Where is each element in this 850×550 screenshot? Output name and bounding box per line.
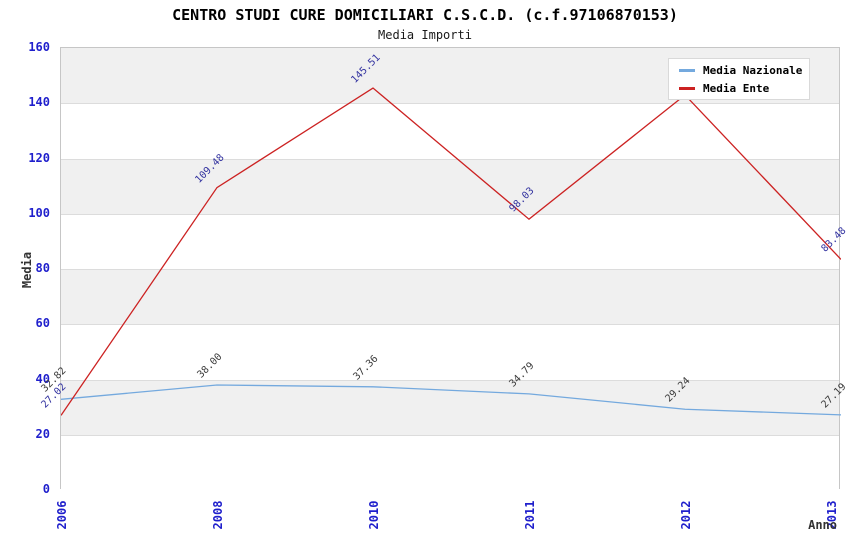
chart-subtitle: Media Importi	[378, 28, 472, 42]
plot-band	[61, 324, 839, 380]
y-axis-tick-label: 100	[28, 205, 50, 220]
plot-band	[61, 379, 839, 435]
gridline	[61, 380, 839, 381]
x-axis-tick-label: 2010	[367, 500, 381, 530]
y-axis-tick-label: 140	[28, 95, 50, 110]
plot-area	[60, 47, 841, 490]
legend-item-media-ente: Media Ente	[679, 82, 809, 95]
gridline	[61, 435, 839, 436]
y-axis-tick-label: 40	[35, 371, 50, 386]
media-ente-line-swatch-icon	[679, 86, 695, 90]
series-lines	[61, 87, 841, 416]
plot-band	[61, 269, 839, 325]
y-axis-tick-label: 0	[42, 482, 50, 496]
gridline	[61, 269, 839, 270]
legend-label: Media Ente	[703, 81, 770, 95]
media-nazionale-line-swatch-icon	[679, 68, 695, 72]
x-axis-tick-label: 2011	[523, 500, 537, 530]
x-axis-title: Anno	[808, 518, 837, 532]
line-media-ente	[61, 87, 841, 416]
plot-band	[61, 213, 839, 269]
gridline	[61, 103, 839, 104]
legend: Media Nazionale Media Ente	[668, 58, 810, 100]
line-media-nazionale	[61, 384, 841, 416]
x-axis-tick-label: 2012	[679, 500, 693, 530]
plot-band	[61, 158, 839, 214]
y-axis-tick-label: 160	[28, 40, 50, 54]
plot-band	[61, 103, 839, 159]
legend-item-media-nazionale: Media Nazionale	[679, 64, 809, 77]
x-axis-tick-label: 2006	[55, 500, 69, 530]
gridline	[61, 214, 839, 215]
y-axis-tick-label: 120	[28, 150, 50, 165]
x-axis-tick-label: 2008	[211, 500, 225, 530]
plot-band	[61, 434, 839, 490]
chart-title: CENTRO STUDI CURE DOMICILIARI C.S.C.D. (…	[172, 6, 678, 24]
gridline	[61, 324, 839, 325]
legend-label: Media Nazionale	[703, 63, 803, 77]
y-axis-tick-label: 80	[35, 261, 50, 275]
gridline	[61, 159, 839, 160]
y-axis-tick-label: 20	[35, 426, 50, 441]
y-axis-tick-label: 60	[35, 316, 50, 331]
